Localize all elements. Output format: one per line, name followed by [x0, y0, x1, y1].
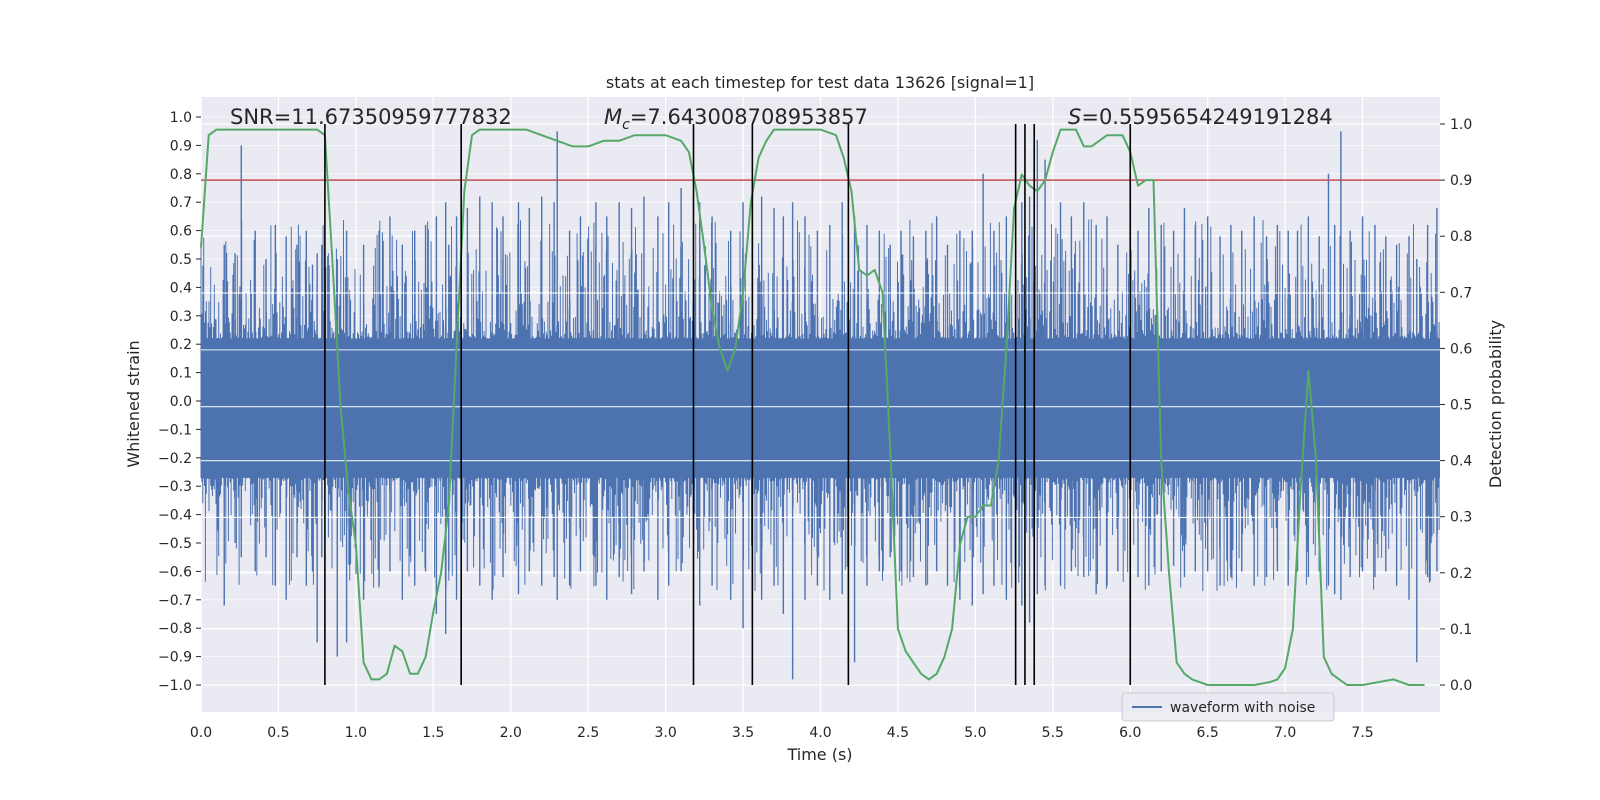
y-left-tick-label: 0.7	[170, 195, 192, 211]
x-tick-label: 4.0	[809, 725, 831, 741]
spin-annotation: S=0.5595654249191284	[1068, 105, 1333, 129]
x-tick-label: 0.0	[190, 725, 212, 741]
x-tick-label: 2.0	[500, 725, 522, 741]
detection-probability-line	[200, 128, 1425, 686]
y-right-tick-label: 0.8	[1450, 229, 1472, 245]
x-axis-label: Time (s)	[786, 745, 852, 764]
y-left-axis-label: Whitened strain	[124, 340, 143, 467]
chirp-mass-symbol: M	[604, 105, 622, 129]
x-tick-label: 1.0	[345, 725, 367, 741]
y-right-tick-label: 0.1	[1450, 622, 1472, 638]
y-left-tick-label: 0.4	[170, 280, 192, 296]
y-left-tick-label: −1.0	[158, 678, 192, 694]
y-left-tick-label: −0.9	[158, 650, 192, 666]
chart-title: stats at each timestep for test data 136…	[606, 73, 1034, 92]
y-right-tick-label: 0.7	[1450, 285, 1472, 301]
y-right-tick-label: 0.4	[1450, 454, 1472, 470]
y-left-tick-label: 0.6	[170, 224, 192, 240]
strain-series-waveform-with-noise	[200, 131, 1440, 680]
y-left-tick-label: −0.5	[158, 536, 192, 552]
x-tick-label: 7.5	[1351, 725, 1373, 741]
spin-symbol: S	[1068, 105, 1081, 129]
y-right-axis-ticks: 1.0 0.9 0.8 0.7 0.6 0.5 0.4 0.3 0.2 0.1 0.0	[1440, 117, 1472, 694]
detection-probability-series	[200, 128, 1425, 686]
chirp-mass-value: =7.643008708953857	[630, 105, 868, 129]
x-axis-ticks: 0.0 0.5 1.0 1.5 2.0 2.5 3.0 3.5 4.0 4.5 5.0 5.5 6.0 6…	[190, 725, 1374, 741]
legend-label: waveform with noise	[1170, 700, 1315, 716]
y-left-tick-label: −0.8	[158, 621, 192, 637]
y-left-tick-label: −0.1	[158, 422, 192, 438]
x-tick-label: 7.0	[1274, 725, 1296, 741]
x-tick-label: 6.0	[1119, 725, 1141, 741]
chirp-mass-annotation: Mc=7.643008708953857	[604, 105, 868, 133]
y-left-axis-ticks: 1.0 0.9 0.8 0.7 0.6 0.5 0.4 0.3 0.2 0.1 0.0 −0.1 −0.…	[158, 110, 201, 694]
spin-value: =0.5595654249191284	[1081, 105, 1332, 129]
x-tick-label: 2.5	[577, 725, 599, 741]
y-right-tick-label: 0.3	[1450, 510, 1472, 526]
x-tick-label: 4.5	[887, 725, 909, 741]
y-right-axis-label: Detection probability	[1486, 320, 1505, 488]
y-right-tick-label: 0.6	[1450, 341, 1472, 357]
y-left-tick-label: −0.2	[158, 451, 192, 467]
x-tick-label: 5.5	[1042, 725, 1064, 741]
x-tick-label: 0.5	[267, 725, 289, 741]
y-right-tick-label: 0.5	[1450, 398, 1472, 414]
event-markers	[324, 124, 1132, 685]
y-left-tick-label: 0.8	[170, 167, 192, 183]
x-tick-label: 6.5	[1197, 725, 1219, 741]
y-left-tick-label: 0.2	[170, 337, 192, 353]
y-left-tick-label: −0.6	[158, 564, 192, 580]
y-right-tick-label: 1.0	[1450, 117, 1472, 133]
chirp-mass-subscript: c	[622, 117, 630, 133]
y-right-tick-label: 0.2	[1450, 566, 1472, 582]
x-tick-label: 1.5	[422, 725, 444, 741]
y-left-tick-label: 0.3	[170, 309, 192, 325]
y-left-tick-label: 0.5	[170, 252, 192, 268]
legend: waveform with noise	[1121, 692, 1335, 722]
y-left-tick-label: −0.7	[158, 593, 192, 609]
y-right-tick-label: 0.9	[1450, 173, 1472, 189]
y-left-tick-label: 0.1	[170, 366, 192, 382]
x-tick-label: 3.0	[654, 725, 676, 741]
y-right-tick-label: 0.0	[1450, 678, 1472, 694]
x-tick-label: 3.5	[732, 725, 754, 741]
y-left-tick-label: −0.3	[158, 479, 192, 495]
snr-annotation: SNR=11.67350959777832	[230, 105, 512, 129]
legend-box	[1121, 692, 1335, 722]
y-left-tick-label: 0.9	[170, 138, 192, 154]
y-left-tick-label: 1.0	[170, 110, 192, 126]
y-left-tick-label: −0.4	[158, 508, 192, 524]
y-left-tick-label: 0.0	[170, 394, 192, 410]
x-tick-label: 5.0	[964, 725, 986, 741]
